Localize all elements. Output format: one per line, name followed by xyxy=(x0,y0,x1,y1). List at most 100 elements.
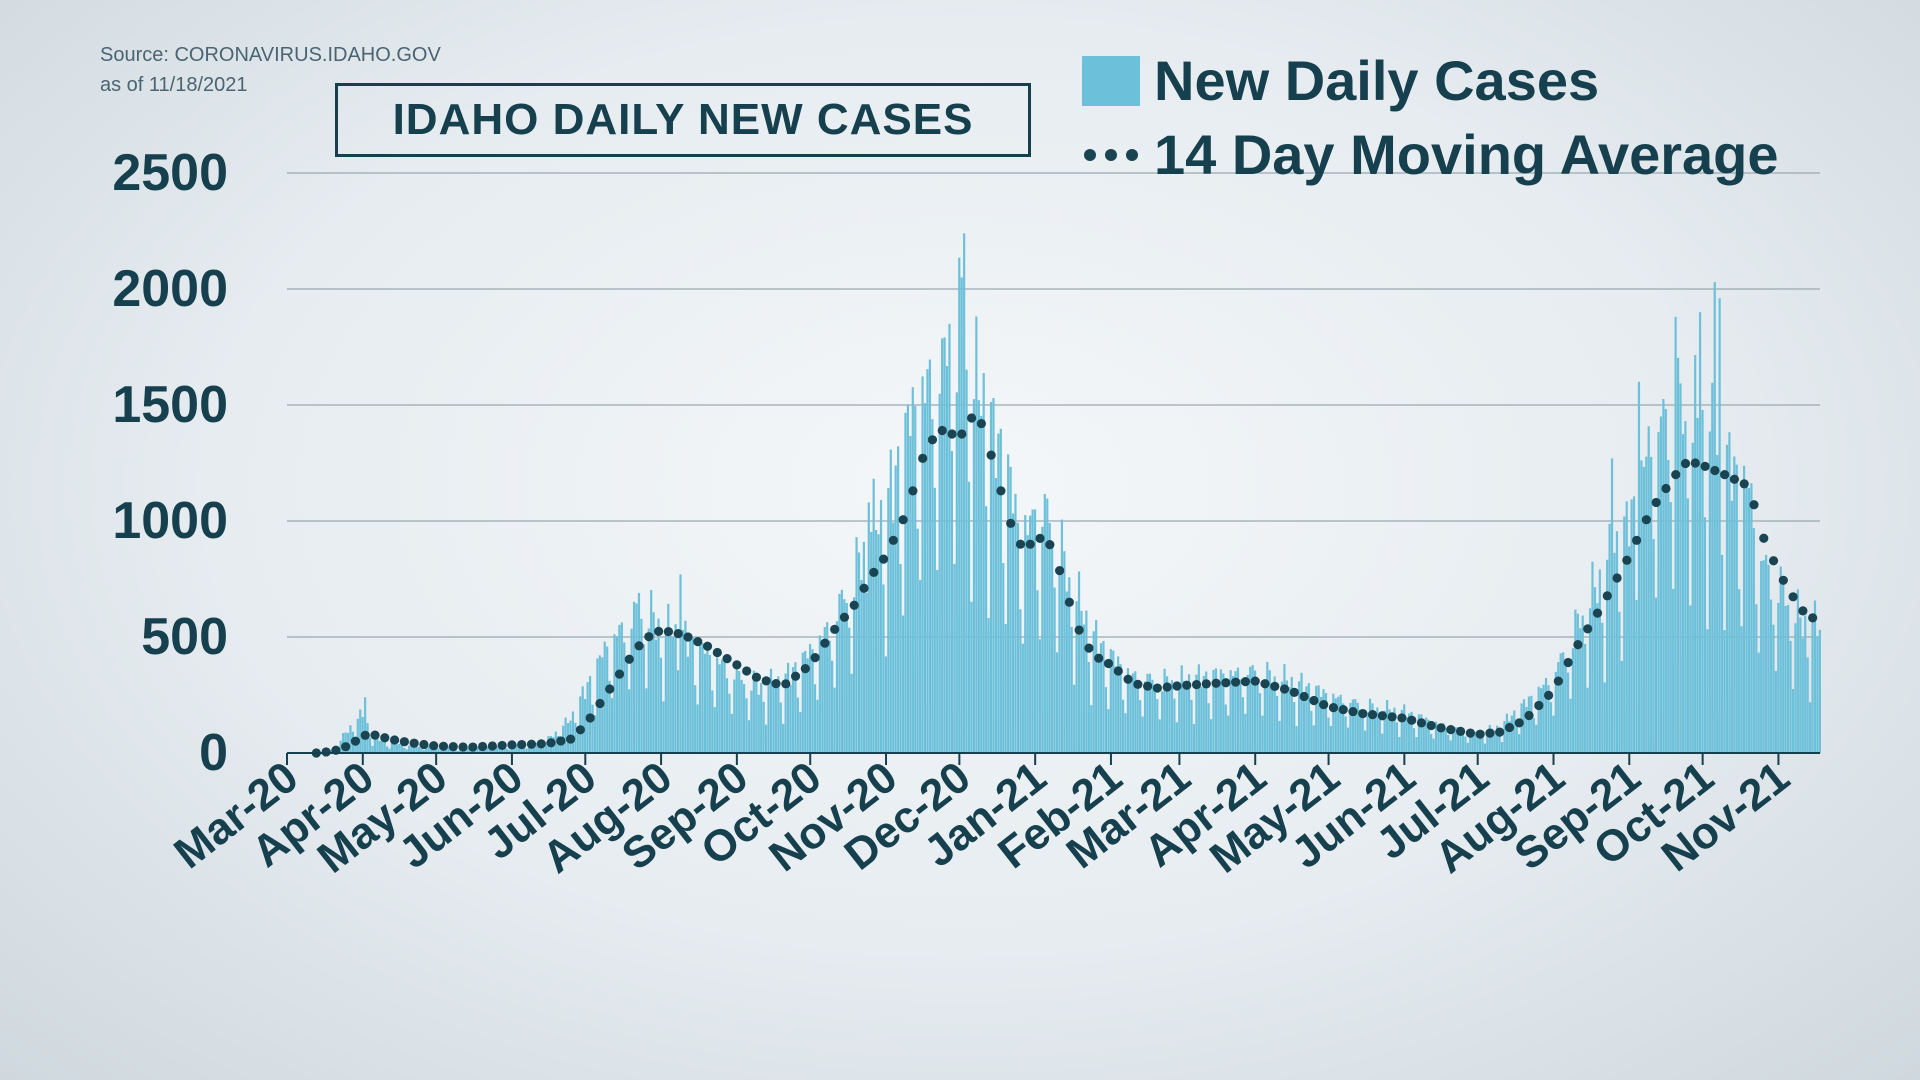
daily-case-bar xyxy=(1068,577,1071,753)
daily-case-bar xyxy=(1212,669,1215,753)
daily-case-bar xyxy=(1156,699,1159,753)
moving-average-point xyxy=(644,632,654,642)
daily-case-bar xyxy=(1315,685,1318,753)
moving-average-point xyxy=(624,654,634,664)
moving-average-point xyxy=(1534,700,1544,711)
daily-case-bar xyxy=(1740,626,1743,753)
moving-average-point xyxy=(1808,613,1818,623)
moving-average-point xyxy=(1309,695,1319,706)
daily-case-bar xyxy=(845,603,848,753)
daily-case-bar xyxy=(410,745,413,753)
daily-case-bar xyxy=(718,664,721,753)
daily-case-bar xyxy=(1412,728,1416,753)
daily-case-bar xyxy=(1620,660,1623,753)
moving-average-point xyxy=(986,450,996,460)
daily-case-bar xyxy=(667,603,670,753)
moving-average-point xyxy=(800,664,810,674)
daily-case-bar xyxy=(349,725,352,753)
daily-case-bar xyxy=(356,718,359,753)
moving-average-point xyxy=(1015,539,1026,549)
daily-case-bar xyxy=(579,696,582,753)
daily-case-bar xyxy=(1082,624,1086,753)
moving-average-point xyxy=(898,515,908,525)
daily-case-bar xyxy=(1486,731,1489,753)
daily-case-bar xyxy=(1161,691,1164,753)
daily-case-bar xyxy=(527,744,531,753)
daily-case-bar xyxy=(1055,652,1059,753)
daily-case-bar xyxy=(1742,465,1746,753)
daily-case-bar xyxy=(1356,702,1359,753)
daily-case-bar xyxy=(1588,608,1592,753)
daily-case-bar xyxy=(689,637,692,753)
daily-case-bar xyxy=(1471,729,1474,753)
moving-average-point xyxy=(458,742,468,752)
daily-case-bar xyxy=(615,636,619,753)
daily-case-bar xyxy=(1302,693,1306,753)
moving-average-point xyxy=(810,653,820,663)
daily-case-bar xyxy=(498,746,501,753)
moving-average-point xyxy=(712,647,722,658)
daily-case-bar xyxy=(784,673,787,753)
daily-case-bar xyxy=(1647,426,1650,753)
daily-case-bar xyxy=(1811,622,1814,753)
daily-case-bar xyxy=(1676,357,1680,753)
daily-case-bar xyxy=(1038,639,1042,753)
daily-case-bar xyxy=(1263,685,1266,753)
daily-case-bar xyxy=(1422,721,1425,753)
daily-case-bar xyxy=(1496,725,1499,753)
daily-case-bar xyxy=(1713,282,1716,753)
moving-average-point xyxy=(497,740,507,751)
daily-case-bar xyxy=(390,743,394,753)
daily-case-bar xyxy=(417,747,421,753)
daily-case-bar xyxy=(1760,560,1763,753)
daily-case-bar xyxy=(1579,628,1582,753)
daily-case-bar xyxy=(1283,664,1286,753)
daily-case-bar xyxy=(1024,515,1027,753)
daily-case-bar xyxy=(420,748,423,753)
daily-case-bar xyxy=(1801,638,1804,753)
daily-case-bar xyxy=(989,401,993,753)
daily-case-bar xyxy=(1559,653,1562,753)
moving-average-point xyxy=(693,637,703,647)
daily-case-bar xyxy=(1427,719,1430,753)
moving-average-point xyxy=(634,641,644,651)
daily-case-bar xyxy=(733,679,736,753)
moving-average-point xyxy=(673,629,683,639)
daily-case-bar xyxy=(799,712,802,753)
daily-case-bar xyxy=(1278,720,1281,753)
daily-case-bar xyxy=(681,629,685,753)
daily-case-bar xyxy=(909,435,912,753)
daily-case-bar xyxy=(828,640,831,753)
daily-case-bar xyxy=(816,699,819,753)
daily-case-bar xyxy=(1217,680,1220,753)
moving-average-point xyxy=(566,734,576,744)
moving-average-point xyxy=(1348,706,1358,717)
daily-case-bar xyxy=(1275,695,1279,753)
daily-case-bar xyxy=(1195,674,1198,753)
moving-average-point xyxy=(957,429,967,439)
daily-case-bar xyxy=(1459,729,1462,753)
daily-case-bar xyxy=(1170,680,1174,753)
daily-case-bar xyxy=(1307,683,1310,753)
daily-case-bar xyxy=(1738,589,1741,753)
daily-case-bar xyxy=(405,749,408,753)
daily-case-bar xyxy=(970,601,973,753)
moving-average-point xyxy=(1788,592,1798,602)
daily-case-bar xyxy=(1772,624,1775,753)
daily-case-bar xyxy=(1097,656,1100,753)
legend-dots-swatch xyxy=(1082,130,1140,180)
moving-average-point xyxy=(1553,676,1563,686)
daily-case-bar xyxy=(1209,719,1213,753)
daily-case-bar xyxy=(1505,713,1509,753)
daily-case-bar xyxy=(1219,669,1222,753)
moving-average-point xyxy=(1289,687,1299,697)
moving-average-point xyxy=(575,725,586,735)
daily-case-bar xyxy=(386,746,389,753)
daily-case-bar xyxy=(911,387,914,753)
moving-average-point xyxy=(663,626,674,637)
daily-case-bar xyxy=(1033,509,1037,753)
moving-average-point xyxy=(1064,597,1074,607)
daily-case-bar xyxy=(559,742,562,753)
chart-title-box: IDAHO DAILY NEW CASES xyxy=(335,83,1031,157)
daily-case-bar xyxy=(1339,694,1342,753)
